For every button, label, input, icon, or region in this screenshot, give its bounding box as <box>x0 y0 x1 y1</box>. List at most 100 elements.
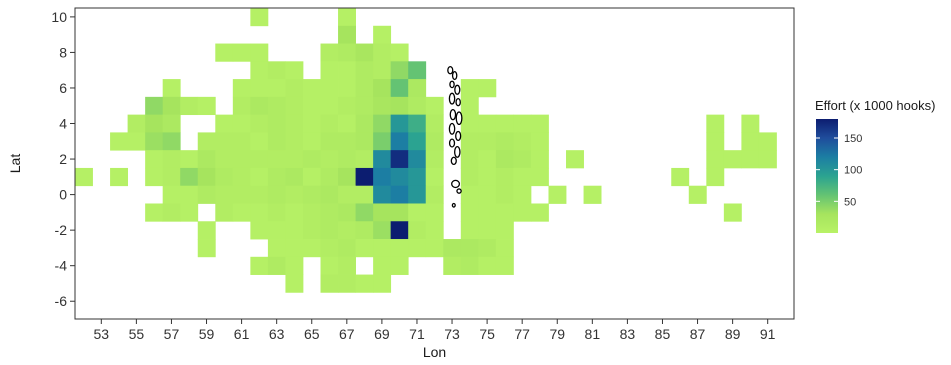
heatmap-cell <box>338 185 356 204</box>
heatmap-cell <box>425 239 444 258</box>
heatmap-cell <box>390 167 409 187</box>
heatmap-cell <box>338 43 356 62</box>
heatmap-cell <box>408 96 427 116</box>
heatmap-cell <box>162 96 181 116</box>
y-axis-title: Lat <box>7 154 23 174</box>
y-axis-ticks: -6 -4 -2 0 2 4 6 8 10 <box>51 9 75 309</box>
island-outline <box>447 65 454 75</box>
heatmap-cell <box>355 114 374 133</box>
heatmap-cell <box>320 132 339 151</box>
heatmap-cell <box>355 203 374 222</box>
heatmap-cell <box>338 203 356 222</box>
island-outline <box>451 179 461 189</box>
heatmap-cell <box>373 150 392 169</box>
heatmap-cell <box>215 43 234 62</box>
heatmap-cell <box>460 239 479 258</box>
heatmap-cell <box>145 96 164 116</box>
heatmap-cell <box>425 150 444 169</box>
heatmap-cell <box>408 132 427 151</box>
x-tick-label: 89 <box>725 326 741 342</box>
heatmap-cell <box>250 43 269 62</box>
legend-colorbar <box>816 119 838 233</box>
heatmap-cell <box>110 132 129 151</box>
x-tick-label: 69 <box>374 326 390 342</box>
heatmap-cell <box>478 114 497 133</box>
heatmap-cell <box>478 221 497 240</box>
y-tick-label: -4 <box>55 258 68 274</box>
x-tick-label: 63 <box>269 326 285 342</box>
heatmap-cell <box>302 150 321 169</box>
heatmap-cell <box>232 114 251 133</box>
heatmap-cell <box>460 96 479 116</box>
heatmap-cell <box>495 256 514 275</box>
y-tick-label: 6 <box>59 80 67 96</box>
heatmap-cell <box>460 185 479 204</box>
heatmap-cell <box>320 203 339 222</box>
x-tick-label: 83 <box>620 326 636 342</box>
x-tick-label: 85 <box>655 326 671 342</box>
heatmap-cell <box>355 239 374 258</box>
heatmap-cell <box>478 132 497 151</box>
heatmap-cell <box>250 114 269 133</box>
heatmap-cell <box>338 114 356 133</box>
heatmap-cell <box>758 132 777 151</box>
x-axis-title: Lon <box>423 344 446 360</box>
heatmap-cell <box>408 239 427 258</box>
heatmap-cell <box>373 79 392 98</box>
heatmap-cell <box>495 114 514 133</box>
heatmap-cell <box>338 25 356 44</box>
heatmap-cell <box>197 132 216 151</box>
heatmap-cell <box>302 79 321 98</box>
x-tick-label: 77 <box>514 326 530 342</box>
heatmap-cell <box>390 114 409 133</box>
heatmap-cell <box>180 96 199 116</box>
heatmap-cell <box>355 43 374 62</box>
heatmap-cell <box>302 239 321 258</box>
heatmap-cell <box>285 79 304 98</box>
heatmap-cell <box>197 185 216 204</box>
heatmap-cell <box>583 185 602 204</box>
island-outline <box>451 70 458 81</box>
heatmap-cell <box>232 132 251 151</box>
heatmap-cells <box>75 8 777 293</box>
heatmap-cell <box>267 221 286 240</box>
heatmap-cell <box>180 167 199 187</box>
x-tick-label: 87 <box>690 326 706 342</box>
heatmap-cell <box>320 79 339 98</box>
heatmap-cell <box>285 203 304 222</box>
heatmap-cell <box>215 114 234 133</box>
heatmap-cell <box>478 79 497 98</box>
heatmap-cell <box>425 185 444 204</box>
heatmap-cell <box>408 203 427 222</box>
heatmap-cell <box>180 150 199 169</box>
y-tick-label: 2 <box>59 151 67 167</box>
heatmap-cell <box>390 150 409 169</box>
heatmap-cell <box>267 239 286 258</box>
island-outline <box>454 145 461 158</box>
heatmap-cell <box>460 167 479 187</box>
island-outline <box>451 202 456 208</box>
x-tick-label: 79 <box>549 326 565 342</box>
heatmap-cell <box>460 79 479 98</box>
island-outline <box>455 97 461 107</box>
heatmap-cell <box>127 132 146 151</box>
heatmap-cell <box>338 79 356 98</box>
heatmap-cell <box>373 167 392 187</box>
heatmap-cell <box>250 79 269 98</box>
heatmap-cell <box>197 221 216 240</box>
heatmap-cell <box>425 221 444 240</box>
heatmap-cell <box>530 167 549 187</box>
heatmap-cell <box>267 203 286 222</box>
heatmap-cell <box>110 167 129 187</box>
heatmap-cell <box>530 114 549 133</box>
heatmap-cell <box>162 185 181 204</box>
heatmap-cell <box>285 96 304 116</box>
heatmap-cell <box>390 79 409 98</box>
heatmap-cell <box>320 114 339 133</box>
heatmap-cell <box>530 132 549 151</box>
heatmap-cell <box>232 185 251 204</box>
heatmap-cell <box>267 61 286 80</box>
heatmap-cell <box>302 132 321 151</box>
heatmap-cell <box>162 203 181 222</box>
heatmap-cell <box>267 167 286 187</box>
